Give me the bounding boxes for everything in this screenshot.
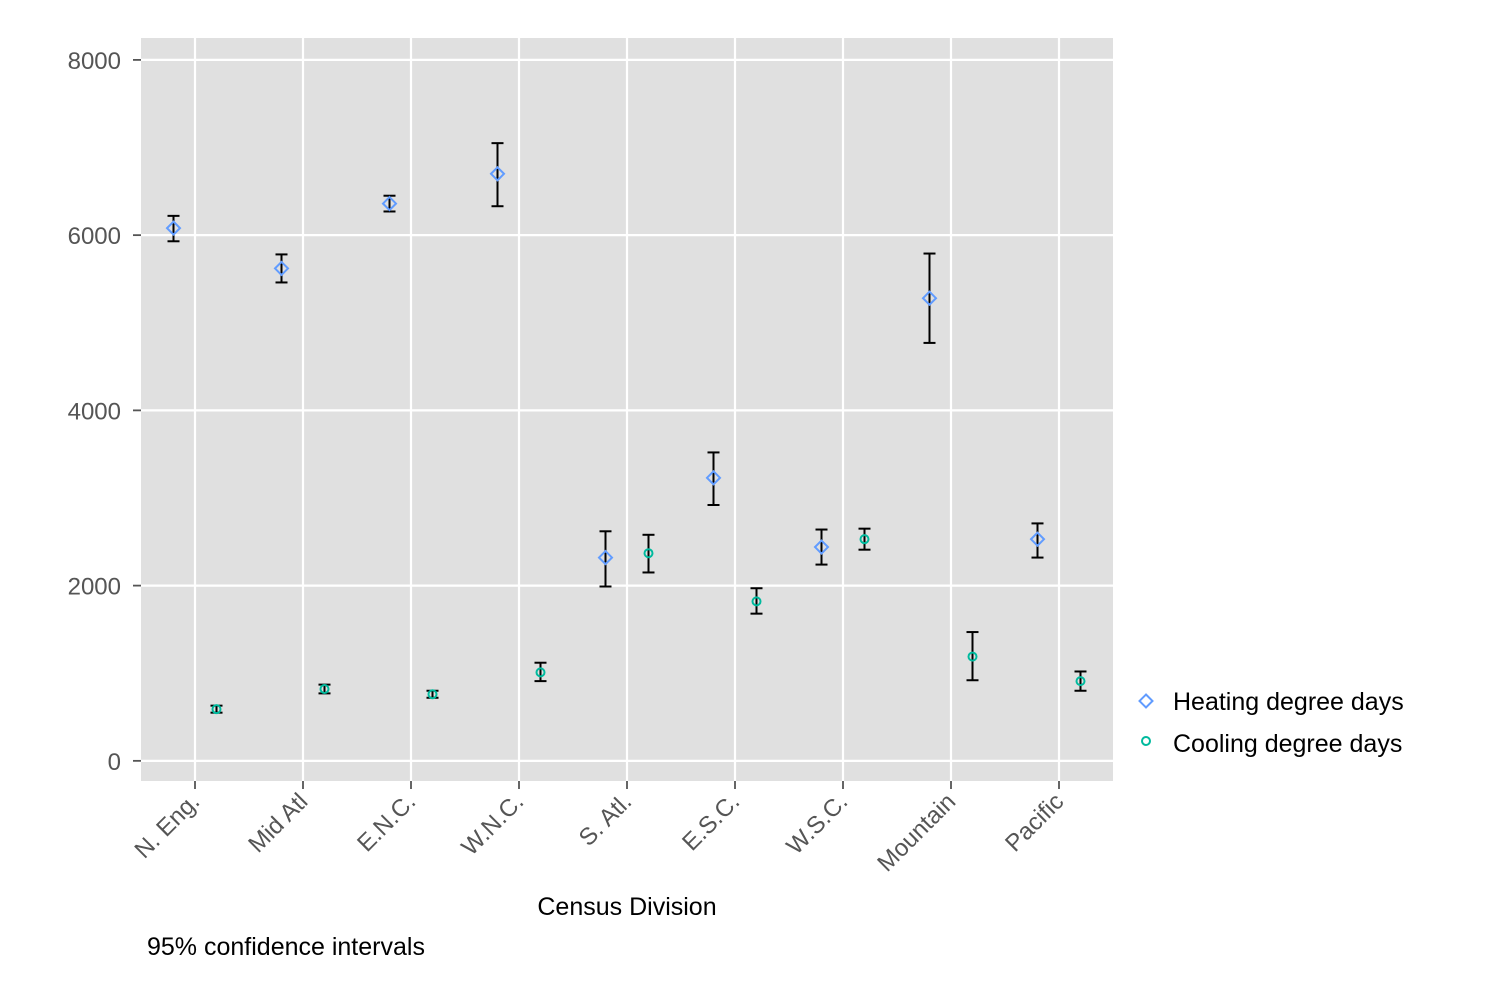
cooling-point: [535, 667, 546, 678]
x-tick-label: W.S.C.: [781, 788, 853, 860]
cooling-point: [751, 596, 762, 607]
error-bar: [966, 631, 979, 682]
heating-point: [705, 469, 722, 486]
cooling-point: [859, 534, 870, 545]
y-tick-label: 2000: [68, 574, 121, 601]
error-bar: [750, 587, 763, 615]
heating-point: [597, 549, 614, 566]
legend-label: Heating degree days: [1173, 688, 1404, 716]
x-tick-label: Mid Atl: [243, 788, 313, 858]
legend-item: Heating degree days: [1138, 688, 1404, 716]
heating-point: [489, 165, 506, 182]
cooling-point: [643, 548, 654, 559]
y-tick-label: 8000: [68, 48, 121, 75]
error-bar: [275, 253, 288, 284]
x-tick-label: Pacific: [1000, 788, 1069, 857]
y-tick-label: 0: [108, 749, 121, 776]
legend-label: Cooling degree days: [1173, 730, 1402, 758]
x-tick-label: E.N.C.: [352, 788, 421, 857]
caption-note: 95% confidence intervals: [147, 933, 425, 961]
heating-point: [381, 195, 398, 212]
error-bar: [707, 451, 720, 507]
cooling-point: [427, 689, 438, 700]
error-bar: [923, 252, 936, 344]
error-bar: [599, 530, 612, 588]
heating-point: [273, 260, 290, 277]
error-bar: [858, 527, 871, 551]
x-axis: N. Eng. Mid Atl E.N.C. W.N.C. S. Atl. E.S.C. W…: [130, 781, 1069, 877]
legend: Heating degree days Cooling degree days: [1138, 688, 1404, 758]
x-tick-label: S. Atl.: [574, 788, 637, 851]
error-bar: [167, 214, 180, 243]
cooling-point: [967, 651, 978, 662]
grid-lines: [141, 38, 1113, 781]
heating-point: [813, 539, 830, 555]
x-tick-label: E.S.C.: [677, 788, 745, 856]
x-tick-label: Mountain: [872, 788, 961, 877]
y-axis: 0 2000 4000 6000 8000: [68, 48, 141, 776]
error-bar: [642, 533, 655, 574]
y-tick-label: 4000: [68, 398, 121, 425]
error-bar: [1074, 670, 1087, 692]
x-tick-label: W.N.C.: [456, 788, 529, 861]
error-bar: [534, 661, 547, 683]
error-bar: [815, 528, 828, 566]
legend-diamond-icon: [1138, 693, 1154, 709]
error-bar: [491, 142, 504, 208]
cooling-point: [211, 704, 222, 715]
x-axis-title: Census Division: [537, 893, 716, 921]
data-points: [165, 165, 1086, 715]
y-tick-label: 6000: [68, 223, 121, 250]
x-tick-label: N. Eng.: [130, 788, 206, 864]
legend-circle-icon: [1141, 736, 1151, 746]
error-bar: [1031, 522, 1044, 559]
cooling-point: [1075, 676, 1086, 687]
heating-point: [165, 220, 182, 237]
heating-point: [1029, 531, 1046, 548]
cooling-point: [319, 684, 330, 695]
heating-point: [921, 290, 938, 307]
legend-item: Cooling degree days: [1141, 730, 1402, 758]
